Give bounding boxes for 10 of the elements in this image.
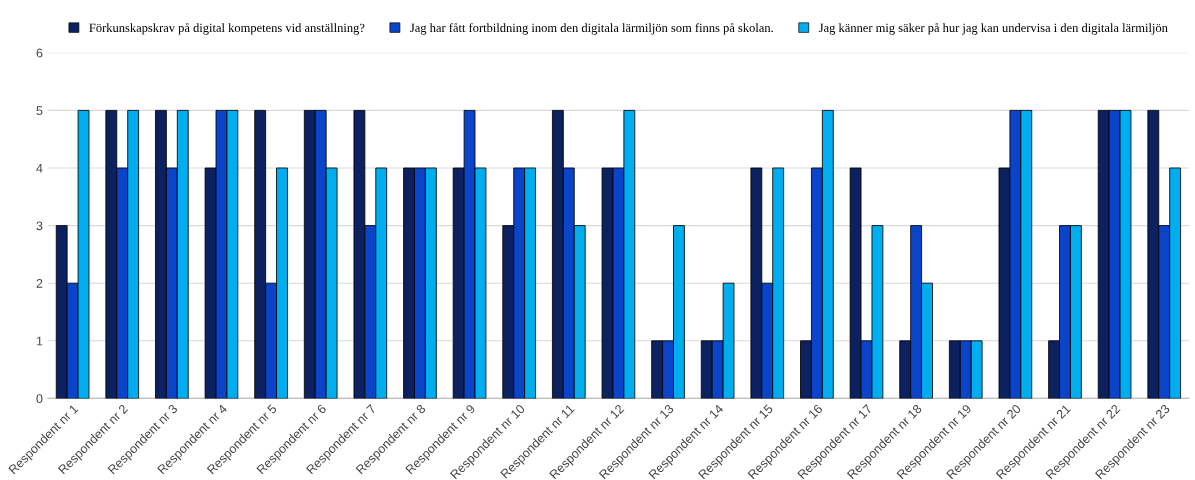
- y-tick-label: 6: [36, 48, 43, 58]
- legend-label: Förkunskapskrav på digital kompetens vid anställning?: [89, 22, 365, 35]
- y-tick-label: 5: [36, 106, 43, 116]
- y-tick-label: 0: [36, 394, 43, 404]
- legend-label: Jag känner mig säker på hur jag kan undervisa i den digitala lärmiljön: [818, 22, 1168, 35]
- legend-label: Jag har fått fortbildning inom den digitala lärmiljön som finns på skolan.: [410, 22, 773, 35]
- y-tick-label: 3: [36, 221, 43, 231]
- y-tick-label: 1: [36, 336, 43, 346]
- y-tick-label: 2: [36, 279, 43, 288]
- y-tick-label: 4: [36, 163, 43, 173]
